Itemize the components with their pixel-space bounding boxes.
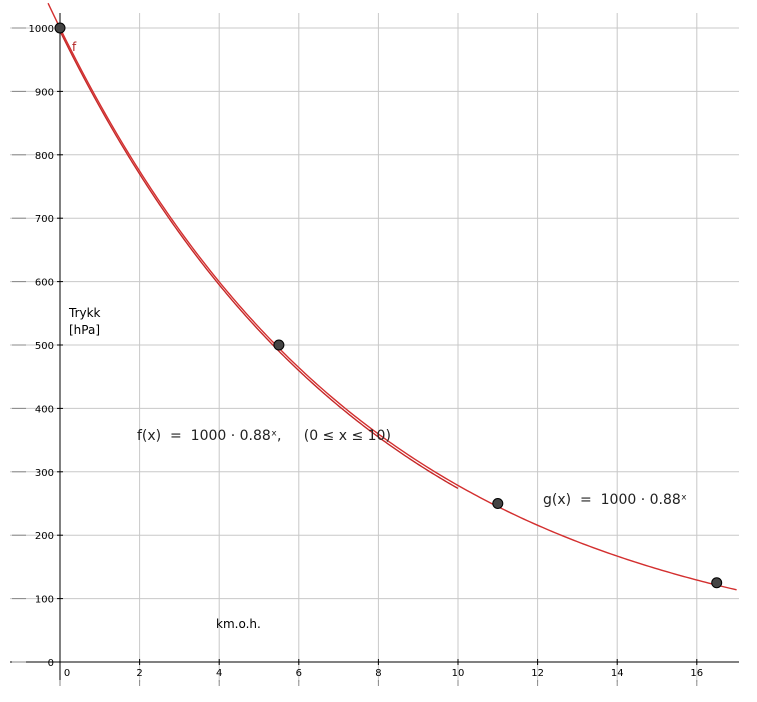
curve-f-label: f [72,40,77,54]
y-tick-label-300: 300 [35,468,54,479]
y-axis-label: Trykk [hPa] [69,305,101,339]
formula-f: f(x) = 1000 · 0.88ˣ, (0 ≤ x ≤ 10) [137,428,391,444]
y-tick-label-900: 900 [35,87,54,98]
y-tick-label-200: 200 [35,531,54,542]
grid-lines [10,13,739,682]
data-point-0 [54,22,66,34]
axes: 0 2 4 6 8 10 12 14 16 0 100 200 300 400 500 600 700 800 90… [10,13,739,686]
y-tick-label-600: 600 [35,278,54,289]
curve-f [59,30,459,490]
x-tick-label-12: 12 [531,668,544,679]
x-tick-label-16: 16 [690,668,703,679]
y-tick-label-100: 100 [35,595,54,606]
y-tick-label-0: 0 [48,658,54,669]
y-axis-label-line1: Trykk [69,306,101,320]
x-tick-label-14: 14 [611,668,624,679]
x-tick-label-0: 0 [64,668,70,679]
x-axis-label: km.o.h. [216,617,261,631]
x-tick-label-6: 6 [296,668,302,679]
curve-g [47,2,737,591]
y-axis-label-line2: [hPa] [69,323,101,337]
data-point-3 [711,577,723,589]
marked-points [54,22,723,589]
data-point-2 [492,498,504,509]
curves [47,2,737,591]
formula-g: g(x) = 1000 · 0.88ˣ [543,492,687,508]
x-tick-label-2: 2 [136,668,142,679]
y-tick-label-800: 800 [35,151,54,162]
y-tick-label-400: 400 [35,404,54,415]
x-tick-label-4: 4 [216,668,222,679]
y-tick-label-500: 500 [35,341,54,352]
x-tick-label-8: 8 [375,668,381,679]
y-tick-label-1000: 1000 [29,24,54,35]
x-tick-label-10: 10 [452,668,465,679]
y-tick-label-700: 700 [35,214,54,225]
data-point-1 [273,339,285,351]
